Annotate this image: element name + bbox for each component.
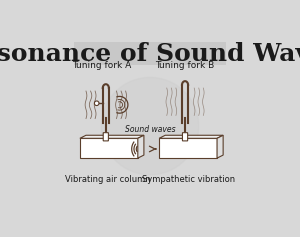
Polygon shape — [159, 138, 217, 158]
Text: Tuning fork A: Tuning fork A — [72, 61, 131, 70]
Text: Vibrating air column: Vibrating air column — [64, 175, 150, 184]
FancyBboxPatch shape — [103, 133, 108, 141]
Polygon shape — [217, 135, 223, 158]
Text: Resonance of Sound Waves: Resonance of Sound Waves — [0, 42, 300, 66]
FancyBboxPatch shape — [182, 133, 188, 141]
Text: Sound waves: Sound waves — [125, 125, 175, 134]
Circle shape — [94, 101, 99, 105]
FancyBboxPatch shape — [74, 42, 226, 65]
Polygon shape — [80, 138, 138, 158]
Polygon shape — [80, 135, 144, 138]
Circle shape — [101, 77, 199, 175]
Polygon shape — [138, 135, 144, 158]
Text: Tuning fork B: Tuning fork B — [155, 61, 215, 70]
Polygon shape — [159, 135, 223, 138]
Text: Sympathetic vibration: Sympathetic vibration — [142, 175, 235, 184]
